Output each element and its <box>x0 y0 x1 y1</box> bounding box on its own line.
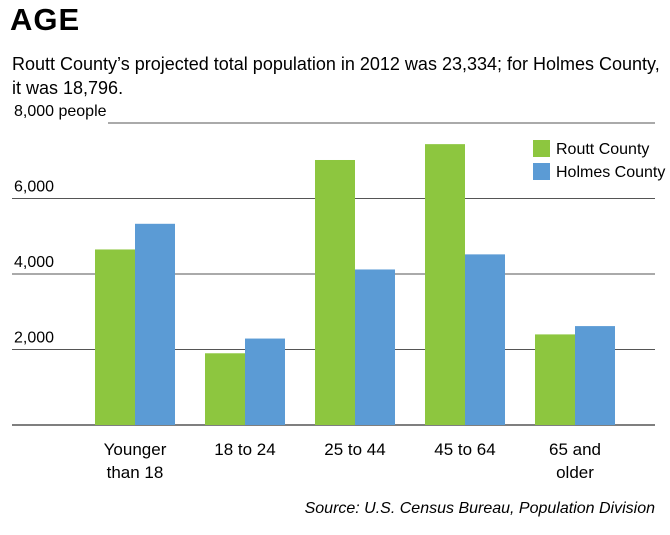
legend-swatch <box>533 163 550 180</box>
y-axis-ticks: 2,000 4,000 6,000 8,000 people <box>14 103 107 347</box>
bar-holmes <box>135 223 175 425</box>
legend-label: Routt County <box>556 141 649 158</box>
chart-subtitle: Routt County’s projected total populatio… <box>12 54 660 98</box>
y-tick-label: 8,000 people <box>14 103 107 120</box>
bar-routt <box>535 334 575 425</box>
bar-holmes <box>245 338 285 425</box>
bar-routt <box>95 249 135 425</box>
bar-holmes <box>355 269 395 425</box>
x-tick-label: 18 to 24 <box>214 440 275 459</box>
x-tick-label: 45 to 64 <box>434 440 495 459</box>
bar-routt <box>315 159 355 425</box>
x-axis-ticks: Younger than 18 18 to 24 25 to 44 45 to 64 65… <box>104 440 601 482</box>
legend-swatch <box>533 140 550 157</box>
legend: Routt County Holmes County <box>533 140 665 181</box>
x-tick-label: 65 and <box>549 440 601 459</box>
legend-label: Holmes County <box>556 164 665 181</box>
chart-title: AGE <box>10 2 81 37</box>
x-tick-label: 25 to 44 <box>324 440 385 459</box>
bar-holmes <box>465 254 505 425</box>
x-tick-label: than 18 <box>107 463 164 482</box>
bar-routt <box>205 353 245 425</box>
y-tick-label: 2,000 <box>14 330 54 347</box>
bars <box>95 144 615 425</box>
source-note: Source: U.S. Census Bureau, Population D… <box>304 500 655 517</box>
x-tick-label: Younger <box>104 440 167 459</box>
y-tick-label: 6,000 <box>14 179 54 196</box>
bar-holmes <box>575 326 615 425</box>
x-tick-label: older <box>556 463 594 482</box>
y-tick-label: 4,000 <box>14 254 54 271</box>
bar-routt <box>425 144 465 425</box>
